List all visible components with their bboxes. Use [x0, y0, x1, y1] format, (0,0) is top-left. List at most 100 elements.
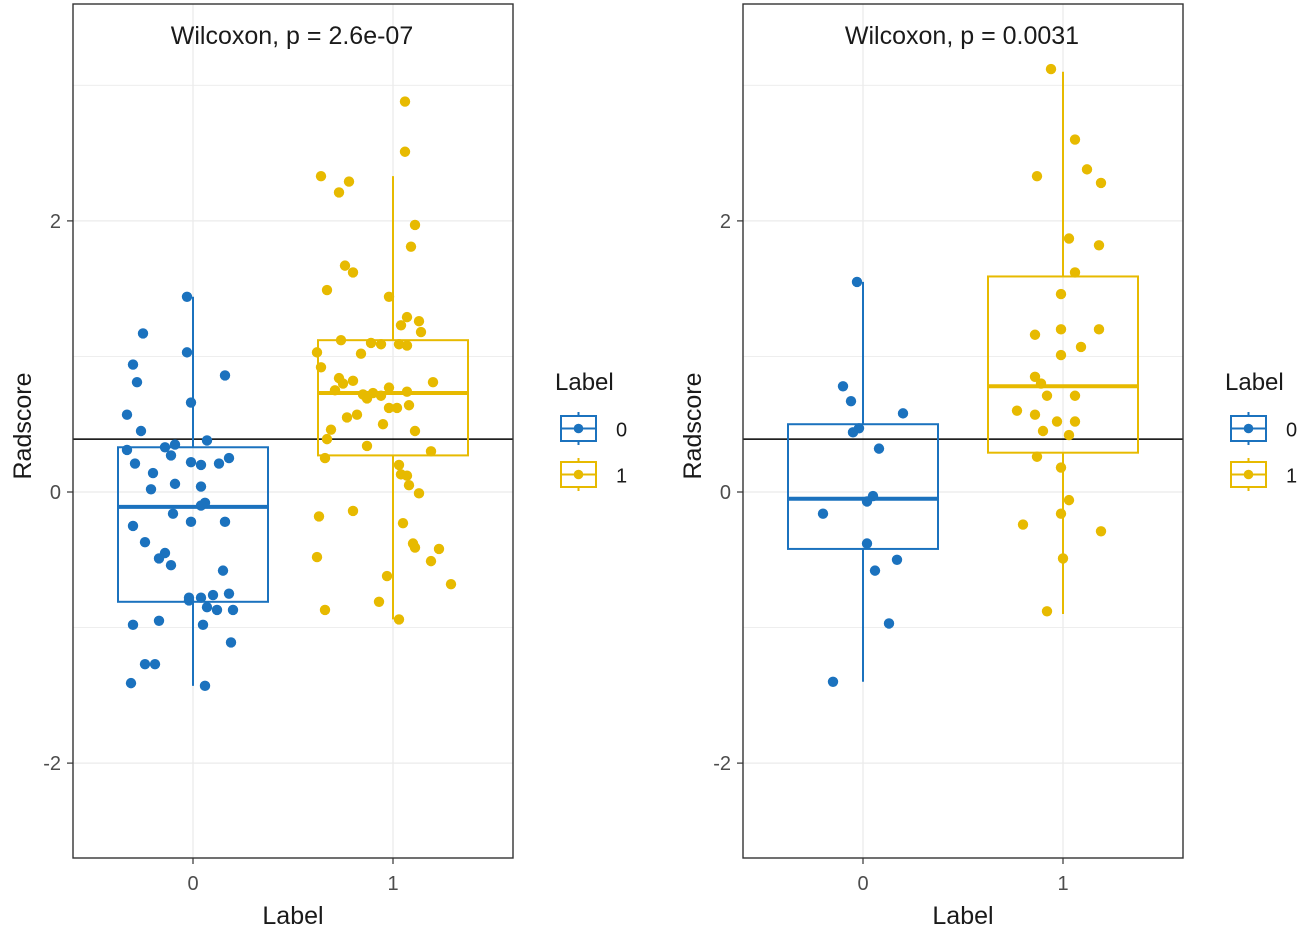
data-point-0 — [145, 484, 157, 495]
data-point-1 — [413, 488, 425, 499]
data-point-1 — [355, 348, 367, 359]
data-point-0 — [147, 467, 159, 479]
data-point-1 — [1029, 409, 1041, 420]
data-point-0 — [195, 500, 207, 511]
data-point-0 — [127, 359, 139, 370]
data-point-0 — [121, 409, 133, 420]
data-point-1 — [1081, 164, 1093, 175]
data-point-0 — [125, 677, 137, 689]
data-point-1 — [1063, 429, 1075, 441]
data-point-1 — [311, 551, 323, 563]
data-point-1 — [401, 311, 413, 323]
data-point-1 — [1069, 390, 1081, 401]
data-point-0 — [139, 658, 151, 670]
data-point-1 — [377, 419, 389, 430]
data-point-0 — [195, 481, 207, 492]
data-point-1 — [1055, 324, 1067, 335]
data-point-1 — [1093, 324, 1105, 335]
x-tick-label-right: 0 — [857, 873, 868, 895]
data-point-1 — [425, 446, 437, 457]
data-point-1 — [375, 339, 387, 350]
data-point-0 — [169, 478, 181, 490]
data-point-1 — [311, 347, 323, 358]
data-point-1 — [325, 424, 337, 435]
legend-keys-left: 01 — [560, 412, 627, 491]
data-point-1 — [321, 433, 333, 445]
data-point-0 — [219, 516, 231, 528]
x-axis-label-right: Label — [932, 902, 993, 930]
y-axis-label-left: Radscore — [9, 373, 37, 480]
data-point-1 — [321, 284, 333, 296]
data-point-1 — [393, 459, 405, 471]
data-point-1 — [403, 400, 415, 411]
data-point-1 — [1045, 63, 1057, 75]
data-point-1 — [415, 326, 427, 338]
data-point-0 — [195, 459, 207, 471]
data-point-0 — [223, 452, 235, 464]
data-point-1 — [383, 291, 395, 302]
x-tick-label-right: 1 — [1057, 873, 1068, 895]
legend-left: Label 01 — [555, 369, 627, 491]
legend-key-point — [1243, 423, 1254, 434]
legend-key-point — [1243, 469, 1254, 480]
data-point-1 — [315, 362, 327, 373]
data-point-1 — [1041, 606, 1053, 617]
x-tick-label-left: 0 — [187, 873, 198, 895]
data-point-1 — [1055, 349, 1067, 361]
data-point-1 — [1063, 233, 1075, 244]
points-left — [121, 96, 457, 692]
x-axis-label-left: Label — [262, 902, 323, 930]
data-point-1 — [433, 543, 445, 555]
data-point-1 — [1069, 134, 1081, 145]
data-point-0 — [185, 397, 197, 408]
data-point-0 — [219, 370, 231, 381]
data-point-1 — [393, 339, 405, 350]
data-point-1 — [1055, 288, 1067, 300]
data-point-1 — [1095, 177, 1107, 189]
data-point-1 — [1069, 416, 1081, 427]
data-point-1 — [409, 425, 421, 437]
data-point-1 — [1069, 267, 1081, 278]
y-tick-label-right: 2 — [720, 211, 731, 233]
plot-frame-left — [72, 3, 514, 859]
data-point-0 — [817, 508, 829, 519]
data-point-1 — [375, 390, 387, 401]
data-point-1 — [409, 219, 421, 231]
data-point-1 — [401, 386, 413, 397]
data-point-1 — [339, 260, 351, 271]
grid-right — [743, 4, 1183, 858]
data-point-1 — [1095, 526, 1107, 537]
data-point-0 — [167, 508, 179, 519]
data-point-1 — [343, 176, 355, 187]
data-point-1 — [1057, 553, 1069, 564]
data-point-0 — [169, 439, 181, 450]
data-point-1 — [319, 604, 331, 616]
data-point-0 — [199, 680, 211, 692]
data-point-1 — [361, 393, 373, 404]
data-point-0 — [873, 443, 885, 454]
data-point-1 — [395, 320, 407, 331]
legend-key-point — [573, 423, 584, 434]
data-point-1 — [397, 517, 409, 529]
data-point-1 — [399, 146, 411, 157]
legend-right: Label 01 — [1225, 369, 1297, 491]
plot-frame-right — [742, 3, 1184, 859]
data-point-1 — [1017, 519, 1029, 530]
data-point-0 — [847, 427, 859, 438]
data-point-0 — [165, 450, 177, 461]
boxes-right — [787, 71, 1139, 682]
data-point-0 — [213, 458, 225, 469]
data-point-1 — [1029, 371, 1041, 382]
data-point-0 — [159, 442, 171, 453]
data-point-1 — [1041, 390, 1053, 401]
data-point-0 — [851, 276, 863, 288]
data-point-1 — [1051, 416, 1063, 427]
data-point-0 — [207, 589, 219, 601]
data-point-0 — [127, 619, 139, 631]
data-point-0 — [137, 328, 149, 339]
y-ticks-right: -2 0 2 — [713, 211, 743, 775]
legend-key-point — [573, 469, 584, 480]
y-tick-label-right: 0 — [720, 482, 731, 504]
